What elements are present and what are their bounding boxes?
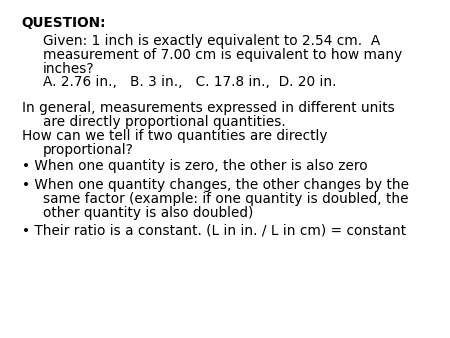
Text: inches?: inches? bbox=[43, 62, 94, 75]
Text: How can we tell if two quantities are directly: How can we tell if two quantities are di… bbox=[22, 129, 327, 143]
Text: • When one quantity changes, the other changes by the: • When one quantity changes, the other c… bbox=[22, 178, 409, 192]
Text: • When one quantity is zero, the other is also zero: • When one quantity is zero, the other i… bbox=[22, 159, 367, 173]
Text: Given: 1 inch is exactly equivalent to 2.54 cm.  A: Given: 1 inch is exactly equivalent to 2… bbox=[43, 34, 380, 48]
Text: are directly proportional quantities.: are directly proportional quantities. bbox=[43, 115, 285, 129]
Text: In general, measurements expressed in different units: In general, measurements expressed in di… bbox=[22, 101, 394, 115]
Text: QUESTION:: QUESTION: bbox=[22, 16, 106, 30]
Text: A. 2.76 in.,   B. 3 in.,   C. 17.8 in.,  D. 20 in.: A. 2.76 in., B. 3 in., C. 17.8 in., D. 2… bbox=[43, 75, 336, 89]
Text: same factor (example: if one quantity is doubled, the: same factor (example: if one quantity is… bbox=[43, 192, 408, 206]
Text: other quantity is also doubled): other quantity is also doubled) bbox=[43, 206, 253, 219]
Text: proportional?: proportional? bbox=[43, 143, 134, 156]
Text: • Their ratio is a constant. (L in in. / L in cm) = constant: • Their ratio is a constant. (L in in. /… bbox=[22, 224, 406, 238]
Text: measurement of 7.00 cm is equivalent to how many: measurement of 7.00 cm is equivalent to … bbox=[43, 48, 402, 62]
